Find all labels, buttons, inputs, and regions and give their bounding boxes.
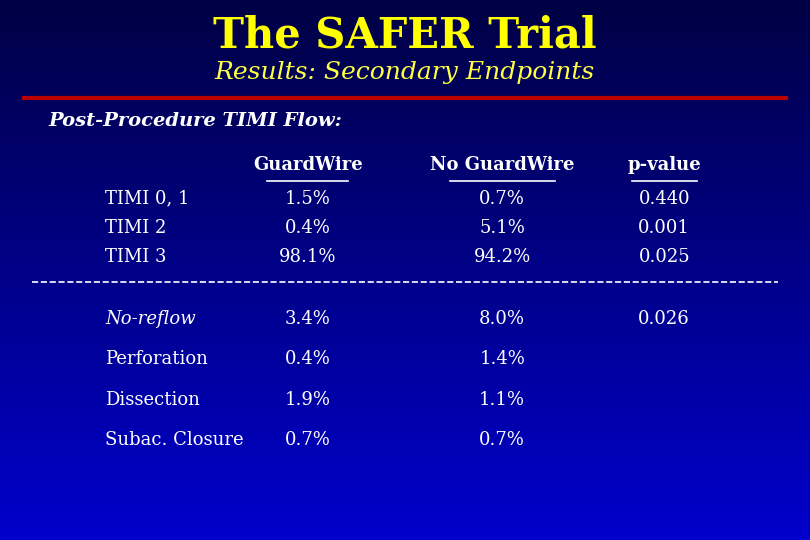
Text: 0.4%: 0.4% — [285, 350, 330, 368]
Text: 0.7%: 0.7% — [480, 190, 525, 208]
Text: 3.4%: 3.4% — [285, 309, 330, 328]
Text: 98.1%: 98.1% — [279, 248, 336, 266]
Text: 0.025: 0.025 — [638, 248, 690, 266]
Text: 1.1%: 1.1% — [480, 390, 525, 409]
Text: 0.4%: 0.4% — [285, 219, 330, 237]
Text: Perforation: Perforation — [105, 350, 208, 368]
Text: Post-Procedure TIMI Flow:: Post-Procedure TIMI Flow: — [49, 112, 343, 131]
Text: 0.001: 0.001 — [638, 219, 690, 237]
Text: 0.440: 0.440 — [638, 190, 690, 208]
Text: 94.2%: 94.2% — [474, 248, 531, 266]
Text: No-reflow: No-reflow — [105, 309, 196, 328]
Text: The SAFER Trial: The SAFER Trial — [213, 14, 597, 56]
Text: 0.7%: 0.7% — [285, 431, 330, 449]
Text: No GuardWire: No GuardWire — [430, 156, 574, 174]
Text: GuardWire: GuardWire — [253, 156, 363, 174]
Text: 1.9%: 1.9% — [285, 390, 330, 409]
Text: 0.7%: 0.7% — [480, 431, 525, 449]
Text: TIMI 2: TIMI 2 — [105, 219, 167, 237]
Text: 1.4%: 1.4% — [480, 350, 525, 368]
Text: 1.5%: 1.5% — [285, 190, 330, 208]
Text: Dissection: Dissection — [105, 390, 200, 409]
Text: Results: Secondary Endpoints: Results: Secondary Endpoints — [215, 62, 595, 84]
Text: 5.1%: 5.1% — [480, 219, 525, 237]
Text: TIMI 3: TIMI 3 — [105, 248, 167, 266]
Text: 8.0%: 8.0% — [480, 309, 525, 328]
Text: Subac. Closure: Subac. Closure — [105, 431, 244, 449]
Text: TIMI 0, 1: TIMI 0, 1 — [105, 190, 190, 208]
Text: p-value: p-value — [627, 156, 701, 174]
Text: 0.026: 0.026 — [638, 309, 690, 328]
